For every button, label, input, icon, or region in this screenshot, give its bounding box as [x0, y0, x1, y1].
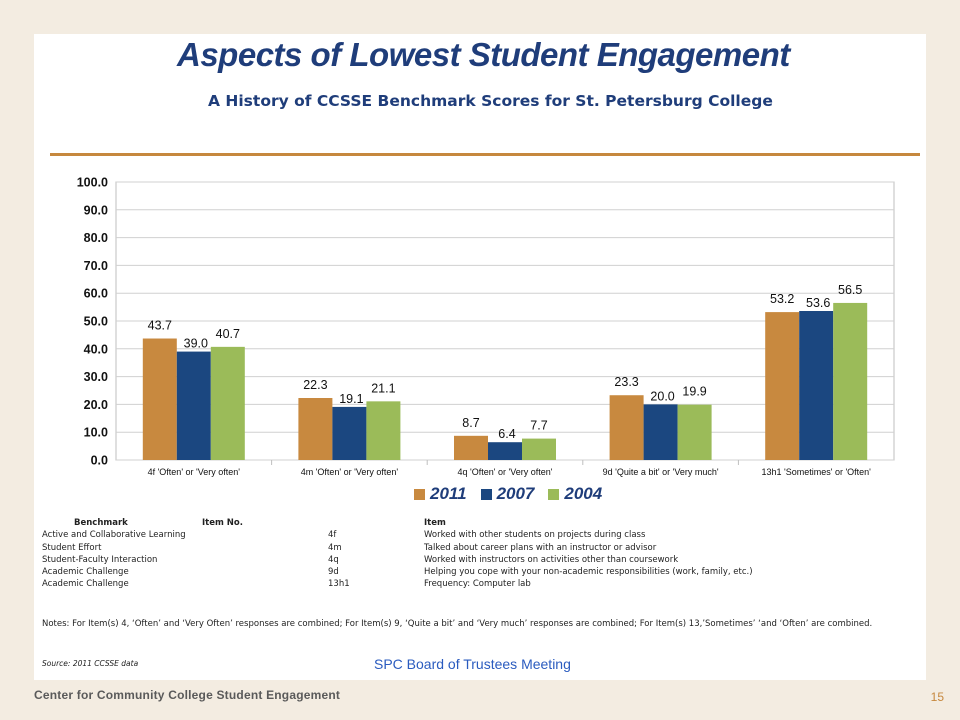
bar-2011	[609, 395, 644, 460]
data-label: 23.3	[614, 375, 638, 389]
cell-item-no: 4f	[328, 530, 337, 541]
data-label: 19.9	[682, 385, 706, 399]
y-tick-label: 30.0	[84, 370, 108, 384]
x-category-label: 9d 'Quite a bit' or 'Very much'	[603, 467, 719, 477]
bar-chart: 0.0 10.0 20.0 30.0 40.0 50.0 60.0 70.0 80.0 90.0 1…	[77, 176, 895, 477]
data-label: 56.5	[838, 283, 862, 297]
y-tick-label: 80.0	[84, 231, 108, 245]
legend-label-2004: 2004	[564, 484, 603, 503]
y-tick-label: 90.0	[84, 203, 108, 217]
x-category-label: 4f 'Often' or 'Very often'	[148, 467, 241, 477]
y-tick-label: 70.0	[84, 259, 108, 273]
table-row: Student Effort 4m Talked about career pl…	[42, 542, 922, 554]
y-tick-label: 0.0	[91, 454, 108, 468]
bar-2004	[210, 346, 245, 460]
footer-meeting-label: SPC Board of Trustees Meeting	[374, 656, 571, 672]
y-tick-label: 10.0	[84, 426, 108, 440]
cell-benchmark: Student-Faculty Interaction	[42, 554, 158, 565]
y-tick-label: 100.0	[77, 176, 108, 190]
page-number: 15	[930, 690, 944, 704]
bar-2011	[142, 338, 177, 460]
legend-item-2004: 2004	[548, 484, 602, 504]
data-label: 40.7	[216, 327, 240, 341]
cell-item-no: 13h1	[328, 579, 350, 590]
bar-2011	[298, 398, 333, 460]
benchmark-table: Benchmark Item No. Item Active and Colla…	[42, 517, 922, 591]
slide-panel: Aspects of Lowest Student Engagement A H…	[34, 34, 926, 680]
data-label: 21.1	[371, 381, 395, 395]
data-label: 20.0	[650, 389, 674, 403]
bar-2004	[366, 401, 401, 460]
table-row: Academic Challenge 13h1 Frequency: Compu…	[42, 578, 922, 590]
slide-subtitle: A History of CCSSE Benchmark Scores for …	[208, 92, 773, 110]
cell-item: Helping you cope with your non-academic …	[424, 567, 753, 578]
bar-2007	[332, 406, 367, 460]
legend-swatch-2007	[480, 488, 492, 500]
x-category-label: 13h1 'Sometimes' or 'Often'	[761, 467, 871, 477]
header-item: Item	[424, 518, 446, 528]
organization-name: Center for Community College Student Eng…	[34, 688, 341, 702]
y-tick-label: 50.0	[84, 315, 108, 329]
cell-item: Frequency: Computer lab	[424, 579, 531, 590]
data-label: 22.3	[303, 378, 327, 392]
legend-item-2007: 2007	[480, 484, 535, 504]
header-item-no: Item No.	[202, 518, 243, 528]
cell-item: Worked with instructors on activities ot…	[424, 554, 679, 565]
data-label: 43.7	[148, 319, 172, 333]
table-row: Active and Collaborative Learning 4f Wor…	[42, 529, 922, 541]
x-category-label: 4m 'Often' or 'Very often'	[301, 467, 399, 477]
cell-benchmark: Academic Challenge	[42, 579, 129, 590]
bar-2004	[833, 302, 868, 460]
title-divider	[50, 153, 920, 156]
y-tick-label: 20.0	[84, 398, 108, 412]
cell-item: Worked with other students on projects d…	[424, 530, 646, 541]
bar-2004	[677, 404, 712, 460]
data-label: 53.2	[770, 292, 794, 306]
y-tick-label: 60.0	[84, 287, 108, 301]
data-label: 19.1	[339, 392, 363, 406]
y-tick-label: 40.0	[84, 342, 108, 356]
bar-2011	[454, 435, 488, 460]
bar-2007	[799, 310, 834, 460]
data-label: 8.7	[462, 416, 479, 430]
legend-label-2007: 2007	[496, 484, 535, 503]
source-text: Source: 2011 CCSSE data	[42, 659, 139, 668]
bar-2007	[488, 442, 522, 460]
cell-benchmark: Student Effort	[42, 542, 102, 553]
data-label: 39.0	[184, 337, 208, 351]
legend-swatch-2011	[414, 488, 425, 500]
cell-benchmark: Academic Challenge	[42, 567, 129, 578]
bar-2007	[643, 404, 678, 460]
slide-title: Aspects of Lowest Student Engagement	[177, 36, 790, 73]
data-label: 53.6	[806, 296, 830, 310]
header-benchmark: Benchmark	[74, 518, 128, 528]
notes-text: Notes: For Item(s) 4, ‘Often’ and ‘Very …	[42, 619, 873, 629]
legend-swatch-2004	[548, 488, 560, 500]
bar-2011	[765, 312, 800, 460]
legend-label-2011: 2011	[430, 484, 467, 503]
chart-legend: 2011 2007 2004	[414, 484, 602, 504]
legend-item-2011: 2011	[414, 484, 467, 504]
bar-2007	[176, 351, 211, 460]
data-label: 7.7	[530, 419, 547, 433]
cell-item: Talked about career plans with an instru…	[424, 542, 657, 553]
cell-item-no: 4m	[328, 542, 342, 553]
cell-benchmark: Active and Collaborative Learning	[42, 530, 186, 541]
cell-item-no: 9d	[328, 567, 339, 578]
table-row: Student-Faculty Interaction 4q Worked wi…	[42, 554, 922, 566]
table-header-row: Benchmark Item No. Item	[42, 517, 922, 529]
table-row: Academic Challenge 9d Helping you cope w…	[42, 566, 922, 578]
cell-item-no: 4q	[328, 554, 339, 565]
bar-2004	[522, 438, 556, 460]
data-label: 6.4	[498, 427, 515, 441]
x-category-label: 4q 'Often' or 'Very often'	[458, 467, 553, 477]
